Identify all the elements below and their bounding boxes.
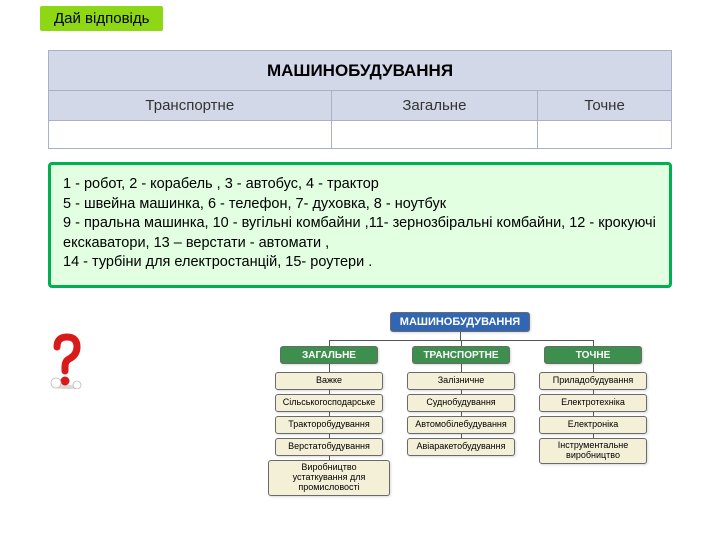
hier-leaf: Важке (275, 372, 383, 390)
text-line: 14 - турбіни для електростанцій, 15- роу… (63, 254, 372, 270)
hier-leaf: Електроніка (539, 416, 647, 434)
answer-tag: Дай відповідь (40, 6, 163, 31)
hier-leaf: Суднобудування (407, 394, 515, 412)
table-empty-cell (49, 121, 332, 149)
table-category: Точне (538, 91, 672, 121)
hier-leaf: Залізничне (407, 372, 515, 390)
hier-category: ТОЧНЕ (544, 346, 642, 364)
table-category: Загальне (331, 91, 538, 121)
hier-leaf: Інструментальне виробництво (539, 438, 647, 464)
question-mark-figure (40, 322, 94, 400)
connector-line (461, 364, 462, 372)
hier-leaf: Автомобілебудування (407, 416, 515, 434)
hier-category: ЗАГАЛЬНЕ (280, 346, 378, 364)
connector-line (593, 364, 594, 372)
hier-leaf: Сільськогосподарське (275, 394, 383, 412)
text-line: 1 - робот, 2 - корабель , 3 - автобус, 4… (63, 176, 379, 192)
table-title: МАШИНОБУДУВАННЯ (49, 51, 672, 91)
connector-line (460, 332, 461, 340)
table-empty-cell (331, 121, 538, 149)
hier-category: ТРАНСПОРТНЕ (412, 346, 510, 364)
hier-leaf: Тракторобудування (275, 416, 383, 434)
hier-leaf: Електротехніка (539, 394, 647, 412)
table-category: Транспортне (49, 91, 332, 121)
text-line: 9 - пральна машинка, 10 - вугільні комба… (63, 215, 656, 251)
table-empty-cell (538, 121, 672, 149)
question-mark-icon (47, 333, 87, 389)
hier-leaf: Приладобудування (539, 372, 647, 390)
numbered-items-box: 1 - робот, 2 - корабель , 3 - автобус, 4… (48, 162, 672, 288)
hier-leaf: Виробництво устаткування для промисловос… (268, 460, 390, 496)
connector-line (329, 364, 330, 372)
hier-leaf: Авіаракетобудування (407, 438, 515, 456)
hier-root: МАШИНОБУДУВАННЯ (390, 312, 530, 332)
text-line: 5 - швейна машинка, 6 - телефон, 7- духо… (63, 196, 446, 212)
hierarchy-diagram: МАШИНОБУДУВАННЯ ЗАГАЛЬНЕ Важке Сільськогосп… (240, 310, 680, 530)
hier-leaf: Верстатобудування (275, 438, 383, 456)
classification-table: МАШИНОБУДУВАННЯ Транспортне Загальне Точ… (48, 50, 672, 149)
